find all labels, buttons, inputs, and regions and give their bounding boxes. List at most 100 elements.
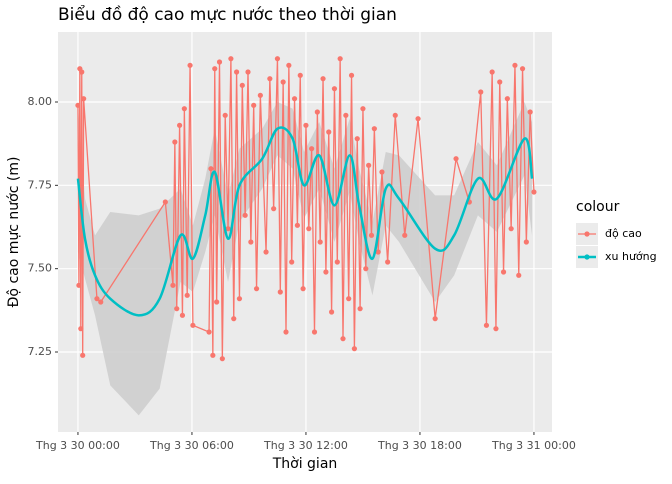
data-point: [360, 106, 366, 112]
data-point: [531, 189, 537, 195]
confidence-band: [77, 102, 533, 416]
data-point: [366, 162, 372, 168]
data-point: [219, 356, 225, 362]
data-point: [297, 72, 303, 78]
data-point: [512, 62, 518, 68]
data-point: [80, 352, 86, 358]
data-point: [354, 136, 360, 142]
data-point: [286, 62, 292, 68]
data-point: [236, 296, 243, 302]
data-point: [489, 69, 495, 75]
data-point: [222, 112, 228, 118]
legend-point: [584, 254, 590, 260]
y-axis-title: Độ cao mực nước (m): [6, 157, 22, 308]
x-tick-label: Thg 3 30 06:00: [149, 439, 234, 452]
data-point: [497, 79, 503, 85]
data-point: [172, 139, 178, 145]
data-point: [277, 289, 283, 295]
data-point: [234, 69, 240, 75]
data-point: [251, 102, 257, 108]
data-point: [245, 69, 251, 75]
y-tick-label: 7.25: [28, 345, 53, 358]
data-point: [402, 232, 408, 238]
data-point: [317, 239, 323, 245]
data-point: [334, 259, 340, 265]
data-point: [210, 352, 216, 358]
data-point: [323, 269, 329, 275]
data-point: [311, 329, 318, 335]
data-point: [76, 282, 82, 288]
data-point: [331, 86, 338, 92]
data-point: [453, 156, 459, 162]
data-point: [216, 59, 223, 65]
data-point: [504, 96, 510, 102]
data-point: [523, 239, 529, 245]
data-point: [329, 309, 335, 315]
data-point: [208, 166, 214, 172]
data-point: [280, 79, 286, 85]
data-point: [78, 326, 84, 332]
data-point: [239, 82, 245, 88]
data-point: [326, 129, 332, 135]
data-point: [340, 336, 346, 342]
data-point: [79, 69, 85, 75]
data-point: [177, 122, 183, 128]
data-point: [516, 272, 522, 278]
data-point: [184, 292, 190, 298]
legend-point: [584, 231, 590, 237]
data-point: [309, 146, 315, 152]
data-point: [363, 266, 369, 272]
data-point: [351, 346, 357, 352]
legend-label: xu hướng: [605, 250, 657, 263]
data-point: [289, 259, 295, 265]
data-point: [174, 306, 180, 312]
data-point: [242, 212, 248, 218]
data-point: [170, 282, 176, 288]
data-point: [519, 66, 526, 72]
data-point: [206, 329, 212, 335]
data-point: [98, 299, 104, 305]
data-point: [303, 122, 309, 128]
data-point: [306, 226, 312, 232]
data-point: [346, 296, 352, 302]
data-point: [294, 222, 300, 228]
data-point: [385, 259, 391, 265]
data-point: [271, 206, 277, 212]
data-point: [432, 316, 438, 322]
data-point: [527, 109, 533, 115]
series-line: [77, 58, 535, 359]
data-point: [75, 102, 81, 108]
data-point: [274, 56, 281, 62]
data-point: [228, 56, 234, 62]
data-point: [190, 322, 196, 328]
data-point: [181, 106, 187, 112]
series-line: [76, 126, 534, 317]
data-point: [392, 112, 398, 118]
data-point: [508, 226, 514, 232]
data-point: [337, 56, 343, 62]
data-point: [231, 316, 237, 322]
data-point: [162, 199, 168, 205]
data-point: [478, 89, 484, 95]
data-point: [283, 329, 289, 335]
data-point: [368, 232, 375, 238]
data-point: [187, 62, 193, 68]
data-point: [375, 249, 381, 255]
data-point: [348, 72, 355, 78]
data-point: [357, 306, 363, 312]
data-point: [493, 326, 499, 332]
data-point: [379, 169, 385, 175]
data-point: [257, 92, 263, 98]
data-point: [179, 312, 186, 318]
data-point: [291, 96, 298, 102]
data-point: [248, 239, 254, 245]
data-point: [500, 269, 507, 275]
legend-label: độ cao: [605, 227, 642, 240]
x-tick-label: Thg 3 30 18:00: [377, 439, 462, 452]
data-point: [415, 116, 421, 122]
legend-title: colour: [576, 199, 620, 215]
data-point: [343, 112, 349, 118]
data-point: [267, 76, 273, 82]
y-tick-label: 7.50: [28, 262, 53, 275]
